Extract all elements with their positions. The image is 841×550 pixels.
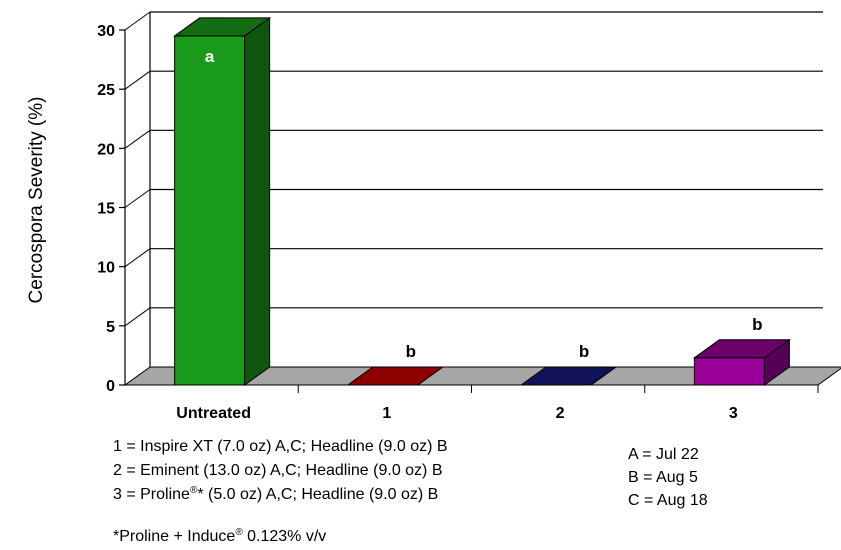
y-tick-label: 0 [106, 378, 115, 395]
category-label: 3 [729, 405, 738, 422]
y-tick-label: 15 [97, 201, 115, 218]
y-axis-ticks: 0 5 10 15 20 25 30 [97, 23, 125, 395]
bar-top [519, 366, 618, 386]
x-axis-categories: Untreated 1 2 3 [176, 385, 819, 422]
category-label: Untreated [176, 405, 251, 422]
footnote: *Proline + Induce® 0.123% v/v [113, 527, 327, 546]
gridline-diagonal [124, 129, 151, 149]
category-label: 1 [382, 405, 391, 422]
date-a: A = Jul 22 [628, 446, 699, 463]
gridline-diagonal [124, 189, 151, 208]
treatment-3: 3 = Proline®* (5.0 oz) A,C; Headline (9.… [113, 485, 439, 504]
bar-front [693, 357, 765, 386]
bar-1: a [173, 16, 272, 386]
date-b: B = Aug 5 [628, 469, 698, 486]
bar-2: b [346, 342, 445, 386]
treatment-2: 2 = Eminent (13.0 oz) A,C; Headline (9.0… [113, 462, 443, 479]
date-c: C = Aug 18 [628, 492, 708, 509]
y-tick-label: 25 [97, 82, 115, 99]
y-tick-label: 20 [97, 141, 115, 158]
data-label: b [579, 342, 589, 361]
bar-top [173, 17, 272, 37]
treatment-1: 1 = Inspire XT (7.0 oz) A,C; Headline (9… [113, 438, 448, 455]
bars: a b b b [173, 16, 791, 386]
gridline-diagonal [124, 70, 151, 90]
bar-4: b [692, 315, 791, 386]
bar-front [174, 35, 246, 386]
data-label: b [406, 342, 416, 361]
gridline-diagonal [124, 307, 151, 327]
gridline-diagonal [124, 248, 151, 268]
bar-chart: 0 5 10 15 20 25 30 a b b b Untreated 1 2 3 Cercospor… [26, 11, 841, 422]
y-tick-label: 30 [97, 23, 115, 40]
data-label: a [205, 47, 215, 66]
y-tick-label: 5 [106, 319, 115, 336]
gridline-diagonal [124, 11, 151, 31]
y-axis-label: Cercospora Severity (%) [26, 97, 47, 304]
category-label: 2 [556, 405, 565, 422]
y-tick-label: 10 [97, 260, 115, 277]
bar-top [346, 366, 445, 386]
bar-side [244, 16, 271, 386]
bar-top [692, 339, 791, 359]
data-label: b [752, 315, 762, 334]
bar-3: b [519, 342, 618, 386]
